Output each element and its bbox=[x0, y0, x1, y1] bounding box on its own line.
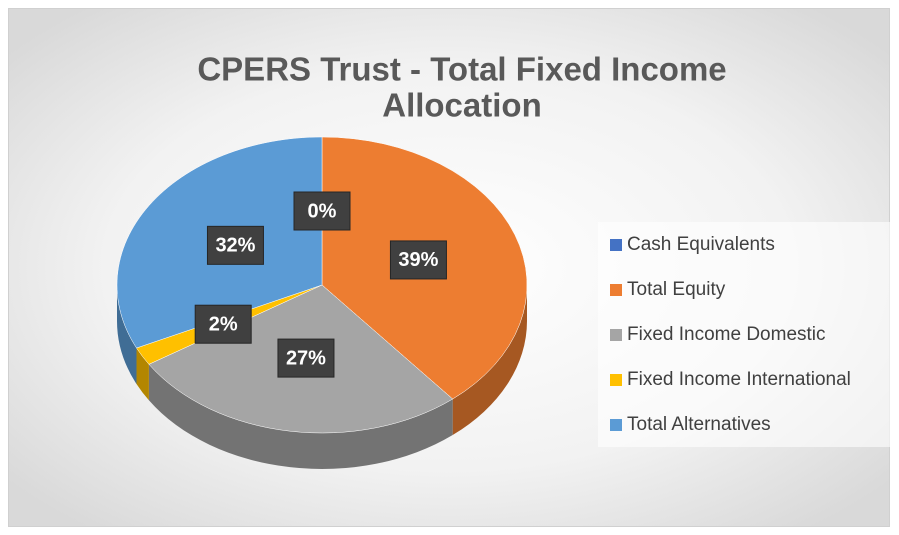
slice-side bbox=[148, 364, 453, 469]
data-label-box bbox=[277, 338, 335, 378]
legend-label: Total Alternatives bbox=[627, 414, 771, 435]
legend-marker bbox=[610, 284, 622, 296]
legend-label: Fixed Income International bbox=[627, 369, 851, 390]
data-label-box bbox=[293, 191, 351, 231]
legend-marker bbox=[610, 329, 622, 341]
data-label: 0% bbox=[308, 200, 337, 222]
data-label-box bbox=[194, 304, 252, 344]
data-label: 32% bbox=[215, 235, 255, 257]
legend-marker bbox=[610, 374, 622, 386]
data-label: 39% bbox=[398, 249, 438, 271]
legend-marker bbox=[610, 419, 622, 431]
legend-label: Cash Equivalents bbox=[627, 234, 775, 255]
slice-side bbox=[136, 348, 149, 401]
legend-marker bbox=[610, 239, 622, 251]
slice-side bbox=[117, 285, 137, 385]
data-label-box bbox=[206, 225, 264, 265]
legend-box bbox=[598, 222, 890, 447]
legend-label: Total Equity bbox=[627, 279, 726, 300]
data-label-box bbox=[389, 240, 447, 280]
chart-title: CPERS Trust - Total Fixed Income bbox=[197, 51, 726, 88]
data-label: 2% bbox=[209, 313, 238, 335]
data-label: 27% bbox=[286, 347, 326, 369]
slice-side bbox=[452, 285, 527, 436]
chart-title: Allocation bbox=[382, 87, 542, 124]
legend-label: Fixed Income Domestic bbox=[627, 324, 826, 345]
